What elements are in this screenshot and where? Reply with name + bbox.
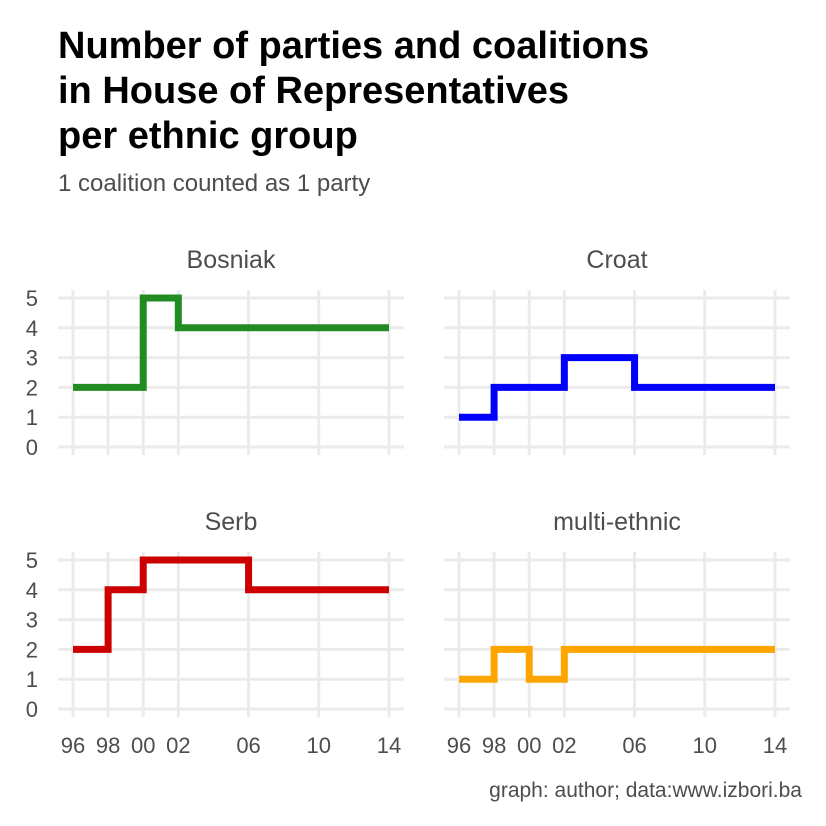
- x-tick-label: 96: [447, 733, 471, 758]
- x-tick-label: 00: [131, 733, 155, 758]
- x-tick-label: 98: [482, 733, 506, 758]
- x-tick-label: 06: [236, 733, 260, 758]
- chart-subtitle: 1 coalition counted as 1 party: [58, 170, 371, 197]
- title-line-1: Number of parties and coalitions: [58, 25, 650, 67]
- facet-label-croat: Croat: [586, 246, 647, 274]
- facet-label-bosniak: Bosniak: [187, 246, 276, 274]
- title-line-2: in House of Representatives: [58, 70, 570, 112]
- facet-label-serb: Serb: [205, 508, 258, 536]
- y-tick-label: 0: [26, 435, 38, 460]
- series-line-serb: [73, 556, 389, 653]
- x-tick-label: 02: [166, 733, 190, 758]
- x-tick-label: 00: [517, 733, 541, 758]
- x-tick-label: 96: [61, 733, 85, 758]
- x-tick-label: 98: [96, 733, 120, 758]
- series-line-croat: [459, 354, 775, 421]
- series-line-multi-ethnic: [459, 645, 775, 683]
- chart-caption: graph: author; data:www.izbori.ba: [489, 779, 802, 802]
- x-tick-label: 02: [552, 733, 576, 758]
- y-tick-label: 3: [26, 608, 38, 633]
- y-tick-label: 1: [26, 405, 38, 430]
- y-tick-label: 2: [26, 637, 38, 662]
- y-tick-label: 3: [26, 346, 38, 371]
- y-tick-label: 0: [26, 697, 38, 722]
- x-tick-label: 14: [763, 733, 787, 758]
- y-tick-label: 5: [26, 286, 38, 311]
- title-line-3: per ethnic group: [58, 115, 358, 157]
- x-tick-label: 10: [307, 733, 331, 758]
- chart-title: Number of parties and coalitions in Hous…: [58, 24, 798, 159]
- facet-label-multi-ethnic: multi-ethnic: [553, 508, 681, 536]
- x-tick-label: 10: [693, 733, 717, 758]
- x-tick-label: 06: [622, 733, 646, 758]
- y-tick-label: 5: [26, 548, 38, 573]
- y-tick-label: 2: [26, 375, 38, 400]
- x-tick-label: 14: [377, 733, 401, 758]
- y-tick-label: 4: [26, 578, 38, 603]
- y-tick-label: 4: [26, 316, 38, 341]
- y-tick-label: 1: [26, 667, 38, 692]
- series-line-bosniak: [73, 294, 389, 391]
